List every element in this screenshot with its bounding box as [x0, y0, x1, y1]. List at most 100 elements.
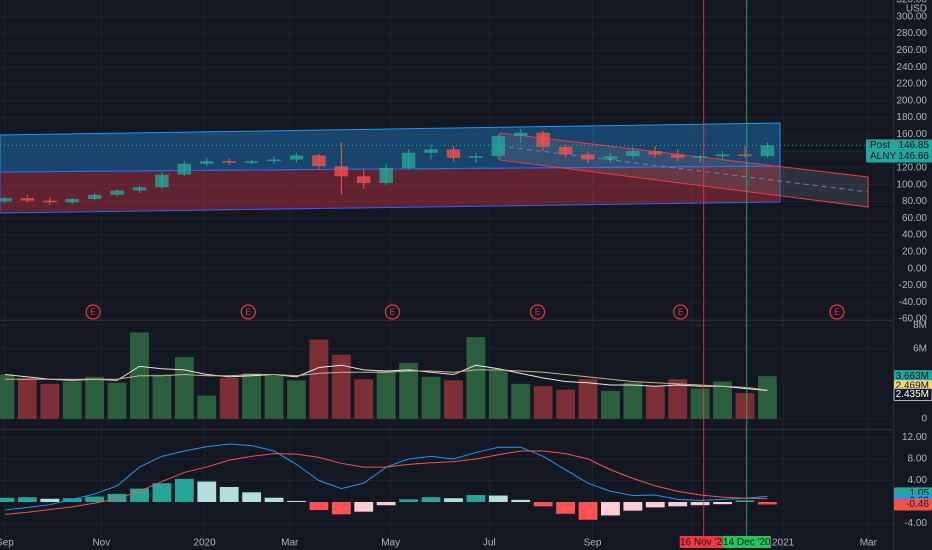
y-tick-label: 20.00	[902, 246, 927, 257]
volume-bar	[488, 369, 508, 419]
macd-histogram-bar	[601, 502, 620, 516]
candle-body	[424, 149, 438, 153]
last-value-box	[894, 370, 932, 383]
x-tick-label: Mar	[860, 538, 878, 549]
earnings-marker	[829, 304, 845, 320]
macd-histogram-bar	[264, 497, 284, 503]
macd-histogram-bar	[466, 495, 486, 503]
volume-bar	[533, 386, 553, 419]
macd-histogram-bar	[331, 502, 351, 515]
volume-bar	[601, 390, 620, 419]
last-value-label: 146.66	[898, 151, 929, 162]
volume-bar	[152, 374, 172, 419]
macd-histogram-bar	[219, 486, 239, 503]
earnings-label: E	[834, 308, 839, 317]
y-tick-label: 300.00	[896, 11, 927, 22]
macd-histogram-bar	[152, 483, 172, 503]
volume-bar	[578, 379, 598, 419]
volume-bar	[219, 378, 239, 419]
candle-body	[760, 145, 775, 157]
last-value-box	[893, 387, 932, 401]
candle-body	[738, 154, 752, 157]
candle-body	[401, 152, 416, 168]
macd-histogram-bar	[287, 500, 306, 503]
y-tick-label: 4.00	[908, 475, 928, 486]
macd-histogram-bar	[511, 499, 531, 503]
y-tick-label: 280.00	[896, 28, 927, 39]
volume-bar	[690, 388, 710, 419]
candle-body	[200, 161, 214, 164]
candle-body	[43, 200, 57, 203]
currency: USD	[906, 4, 927, 15]
candle-body	[446, 149, 461, 158]
last-value-label: -0.46	[906, 499, 929, 510]
y-tick-label: 320.00	[896, 0, 927, 6]
channel-midline	[499, 145, 869, 193]
last-value-label: 1.05	[910, 488, 930, 499]
volume-bar	[85, 376, 105, 419]
y-tick-label: 6M	[913, 343, 927, 354]
macd-histogram-bar	[242, 492, 262, 503]
volume-bar	[264, 375, 284, 419]
candle-body	[177, 163, 192, 175]
grid	[0, 0, 893, 550]
volume-ma	[4, 364, 768, 391]
last-value-label: 2.435M	[896, 389, 929, 400]
date-marker-label: 16 Nov '20	[680, 537, 728, 548]
macd-histogram-bar	[690, 502, 710, 506]
candle-body	[648, 151, 663, 155]
candle-body	[581, 154, 595, 160]
volume-bar	[376, 371, 396, 419]
y-tick-label: 8M	[913, 320, 927, 331]
y-tick-label: 8.00	[908, 454, 928, 465]
volume-bar	[623, 382, 643, 419]
last-value-box	[866, 139, 932, 152]
y-tick-label: 120.00	[896, 163, 927, 174]
volume-bar	[556, 389, 576, 419]
x-tick-label: 2021	[772, 538, 795, 549]
volume-bar	[444, 380, 463, 419]
macd-histogram-bar	[376, 502, 396, 506]
y-tick-label: 0	[921, 414, 927, 425]
macd-histogram-bar	[17, 497, 37, 503]
volume-bar	[174, 357, 194, 419]
earnings-label: E	[390, 308, 395, 317]
signal-line	[4, 450, 768, 515]
volume-bar	[421, 376, 441, 419]
x-tick-label: Nov	[92, 538, 110, 549]
volume-bar	[242, 373, 262, 419]
volume-ma	[4, 369, 768, 391]
last-value-name: ALNY	[870, 151, 896, 162]
x-tick-label: Jul	[483, 538, 496, 549]
y-tick-label: 60.00	[902, 213, 927, 224]
earnings-marker	[240, 304, 256, 320]
earnings-marker	[673, 304, 689, 320]
earnings-label: E	[246, 308, 251, 317]
y-tick-label: 40.00	[902, 230, 927, 241]
date-marker-box	[722, 536, 771, 548]
x-tick-label: Sep	[0, 538, 14, 549]
earnings-marker	[529, 304, 546, 320]
macd-histogram-bar	[488, 495, 508, 503]
volume-bar	[62, 381, 82, 419]
candle-body	[244, 161, 259, 163]
candle-body	[670, 154, 685, 158]
macd-histogram-bar	[757, 502, 777, 505]
macd-histogram-bar	[309, 502, 329, 511]
volume-bar	[511, 383, 531, 419]
candle-body	[715, 154, 730, 157]
macd-histogram-bar	[421, 497, 441, 503]
volume-bar	[466, 337, 486, 419]
last-value-box	[894, 498, 932, 511]
candle-body	[603, 156, 618, 160]
macd-histogram-bar	[85, 496, 105, 503]
channel-lower	[0, 165, 781, 214]
volume-bar	[107, 382, 127, 419]
x-tick-label: Mar	[281, 538, 299, 549]
macd-histogram-bar	[668, 502, 688, 507]
candle-body	[289, 155, 304, 160]
candle-body	[491, 135, 506, 157]
y-tick-label: 100.00	[896, 179, 927, 190]
macd-histogram-bar	[130, 488, 149, 503]
